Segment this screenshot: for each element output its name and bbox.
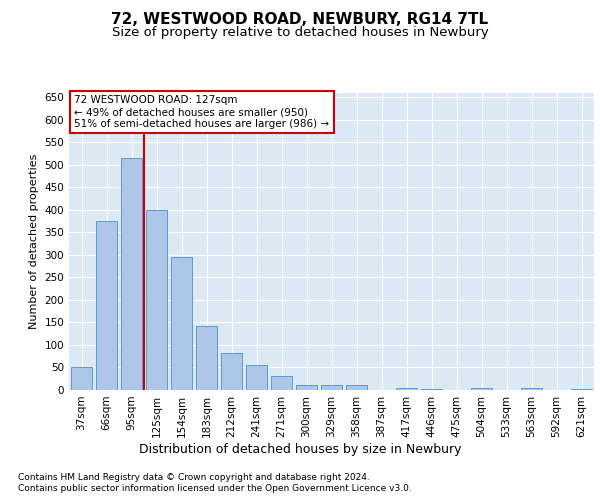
Bar	[421, 389, 442, 390]
Bar	[471, 388, 492, 390]
Bar	[321, 386, 342, 390]
Bar	[146, 210, 167, 390]
Bar	[346, 384, 367, 390]
Bar	[271, 376, 292, 390]
Bar	[171, 257, 192, 390]
Text: Size of property relative to detached houses in Newbury: Size of property relative to detached ho…	[112, 26, 488, 39]
Text: Contains HM Land Registry data © Crown copyright and database right 2024.: Contains HM Land Registry data © Crown c…	[18, 472, 370, 482]
Bar	[196, 326, 217, 390]
Text: Distribution of detached houses by size in Newbury: Distribution of detached houses by size …	[139, 442, 461, 456]
Bar	[221, 352, 242, 390]
Bar	[396, 388, 417, 390]
Bar	[521, 388, 542, 390]
Bar	[121, 158, 142, 390]
Y-axis label: Number of detached properties: Number of detached properties	[29, 154, 39, 329]
Bar	[571, 388, 592, 390]
Bar	[246, 365, 267, 390]
Bar	[71, 367, 92, 390]
Text: 72 WESTWOOD ROAD: 127sqm
← 49% of detached houses are smaller (950)
51% of semi-: 72 WESTWOOD ROAD: 127sqm ← 49% of detach…	[74, 96, 329, 128]
Text: Contains public sector information licensed under the Open Government Licence v3: Contains public sector information licen…	[18, 484, 412, 493]
Text: 72, WESTWOOD ROAD, NEWBURY, RG14 7TL: 72, WESTWOOD ROAD, NEWBURY, RG14 7TL	[112, 12, 488, 28]
Bar	[96, 221, 117, 390]
Bar	[296, 386, 317, 390]
